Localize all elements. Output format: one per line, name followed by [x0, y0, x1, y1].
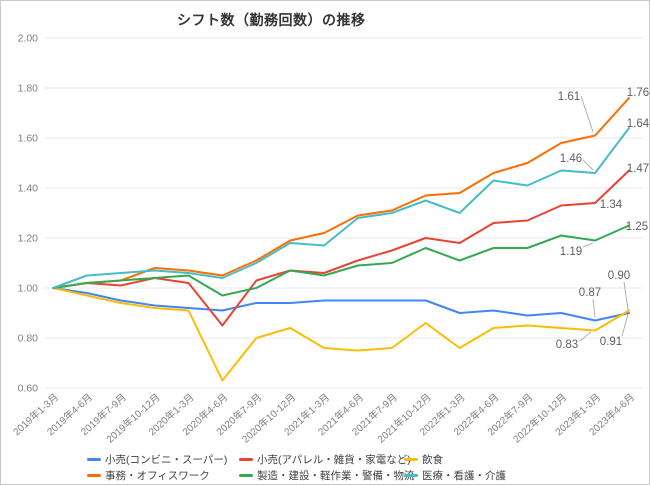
data-point-label: 1.46 [560, 153, 582, 165]
annotation-leader-line [592, 298, 596, 318]
y-axis-tick-label: 1.60 [18, 133, 39, 145]
annotation-leader-line [623, 281, 629, 311]
data-point-label: 1.64 [627, 118, 650, 130]
data-point-label: 0.90 [608, 270, 630, 282]
annotation-leader-line [579, 331, 592, 342]
data-point-label: 1.25 [626, 221, 648, 233]
annotation-leader-line [582, 159, 594, 171]
annotation-leader-line [621, 313, 629, 337]
chart-title: シフト数（勤務回数）の推移 [177, 12, 366, 28]
annotation-leader-line [580, 95, 594, 133]
data-point-label: 0.83 [556, 339, 578, 351]
y-axis-tick-label: 1.20 [18, 233, 39, 245]
data-point-label: 1.61 [558, 91, 580, 103]
series-line-4 [52, 224, 630, 297]
y-axis-tick-label: 1.40 [18, 183, 39, 195]
y-axis-tick-label: 1.00 [18, 283, 39, 295]
y-axis-tick-label: 0.80 [18, 333, 39, 345]
data-point-label: 0.87 [579, 287, 601, 299]
y-axis-tick-label: 0.60 [18, 383, 39, 395]
series-line-2 [52, 287, 630, 382]
series-line-5 [52, 127, 630, 289]
series-line-0 [52, 287, 630, 322]
annotation-leader-line [582, 242, 594, 248]
data-point-label: 1.76 [627, 87, 649, 99]
y-axis-tick-label: 2.00 [18, 33, 39, 45]
data-point-label: 1.19 [560, 246, 582, 258]
series-line-3 [52, 97, 630, 289]
data-point-label: 0.91 [600, 336, 622, 348]
y-axis-tick-label: 1.80 [18, 83, 39, 95]
data-point-label: 1.47 [627, 163, 649, 175]
data-point-label: 1.34 [600, 199, 623, 211]
